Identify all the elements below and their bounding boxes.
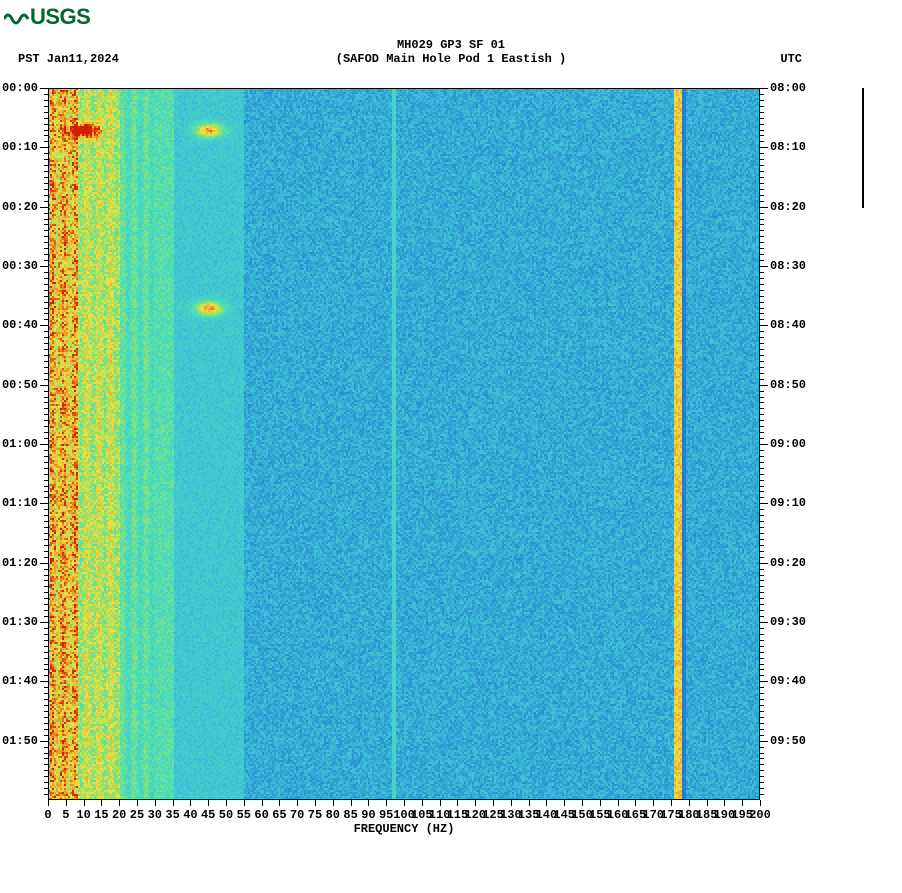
- x-label: 70: [290, 808, 304, 822]
- x-label: 10: [76, 808, 90, 822]
- y-left-label: 00:40: [2, 318, 38, 332]
- x-label: 0: [44, 808, 51, 822]
- y-right-label: 09:10: [770, 496, 806, 510]
- x-label: 90: [361, 808, 375, 822]
- x-label: 25: [130, 808, 144, 822]
- x-label: 80: [326, 808, 340, 822]
- y-right-label: 09:00: [770, 437, 806, 451]
- x-label: 15: [94, 808, 108, 822]
- chart-title: MH029 GP3 SF 01: [0, 38, 902, 52]
- plot-frame: [48, 88, 760, 800]
- y-left-label: 00:30: [2, 259, 38, 273]
- side-marker-line: [862, 88, 864, 208]
- x-label: 30: [148, 808, 162, 822]
- x-label: 65: [272, 808, 286, 822]
- x-label: 45: [201, 808, 215, 822]
- y-left-label: 01:50: [2, 734, 38, 748]
- chart-subtitle: (SAFOD Main Hole Pod 1 Eastish ): [0, 52, 902, 66]
- x-label: 50: [219, 808, 233, 822]
- x-label: 60: [254, 808, 268, 822]
- logo-text: USGS: [30, 4, 90, 29]
- x-label: 55: [237, 808, 251, 822]
- y-right-label: 09:30: [770, 615, 806, 629]
- y-axis-right-utc: 08:0008:1008:2008:3008:4008:5009:0009:10…: [760, 88, 820, 800]
- y-right-label: 08:20: [770, 200, 806, 214]
- y-right-label: 08:30: [770, 259, 806, 273]
- x-label: 35: [165, 808, 179, 822]
- x-label: 40: [183, 808, 197, 822]
- y-right-label: 08:00: [770, 81, 806, 95]
- x-label: 5: [62, 808, 69, 822]
- y-left-label: 01:20: [2, 556, 38, 570]
- utc-label: UTC: [780, 52, 802, 66]
- spectrogram-plot: [48, 88, 760, 800]
- x-label: 95: [379, 808, 393, 822]
- y-left-label: 00:20: [2, 200, 38, 214]
- y-right-label: 09:50: [770, 734, 806, 748]
- y-right-label: 08:50: [770, 378, 806, 392]
- wave-icon: [4, 5, 30, 31]
- y-axis-left-pst: 00:0000:1000:2000:3000:4000:5001:0001:10…: [0, 88, 48, 800]
- y-left-label: 00:00: [2, 81, 38, 95]
- y-left-label: 00:50: [2, 378, 38, 392]
- y-left-label: 01:10: [2, 496, 38, 510]
- y-left-label: 01:40: [2, 674, 38, 688]
- x-label: 75: [308, 808, 322, 822]
- y-right-label: 08:40: [770, 318, 806, 332]
- x-axis-title: FREQUENCY (HZ): [48, 822, 760, 836]
- x-label: 85: [343, 808, 357, 822]
- y-right-label: 08:10: [770, 140, 806, 154]
- y-right-label: 09:40: [770, 674, 806, 688]
- y-right-label: 09:20: [770, 556, 806, 570]
- usgs-logo: USGS: [4, 4, 90, 31]
- x-label: 20: [112, 808, 126, 822]
- x-axis-frequency: FREQUENCY (HZ) 0510152025303540455055606…: [48, 800, 760, 850]
- y-left-label: 00:10: [2, 140, 38, 154]
- y-left-label: 01:00: [2, 437, 38, 451]
- x-label: 200: [749, 808, 771, 822]
- y-left-label: 01:30: [2, 615, 38, 629]
